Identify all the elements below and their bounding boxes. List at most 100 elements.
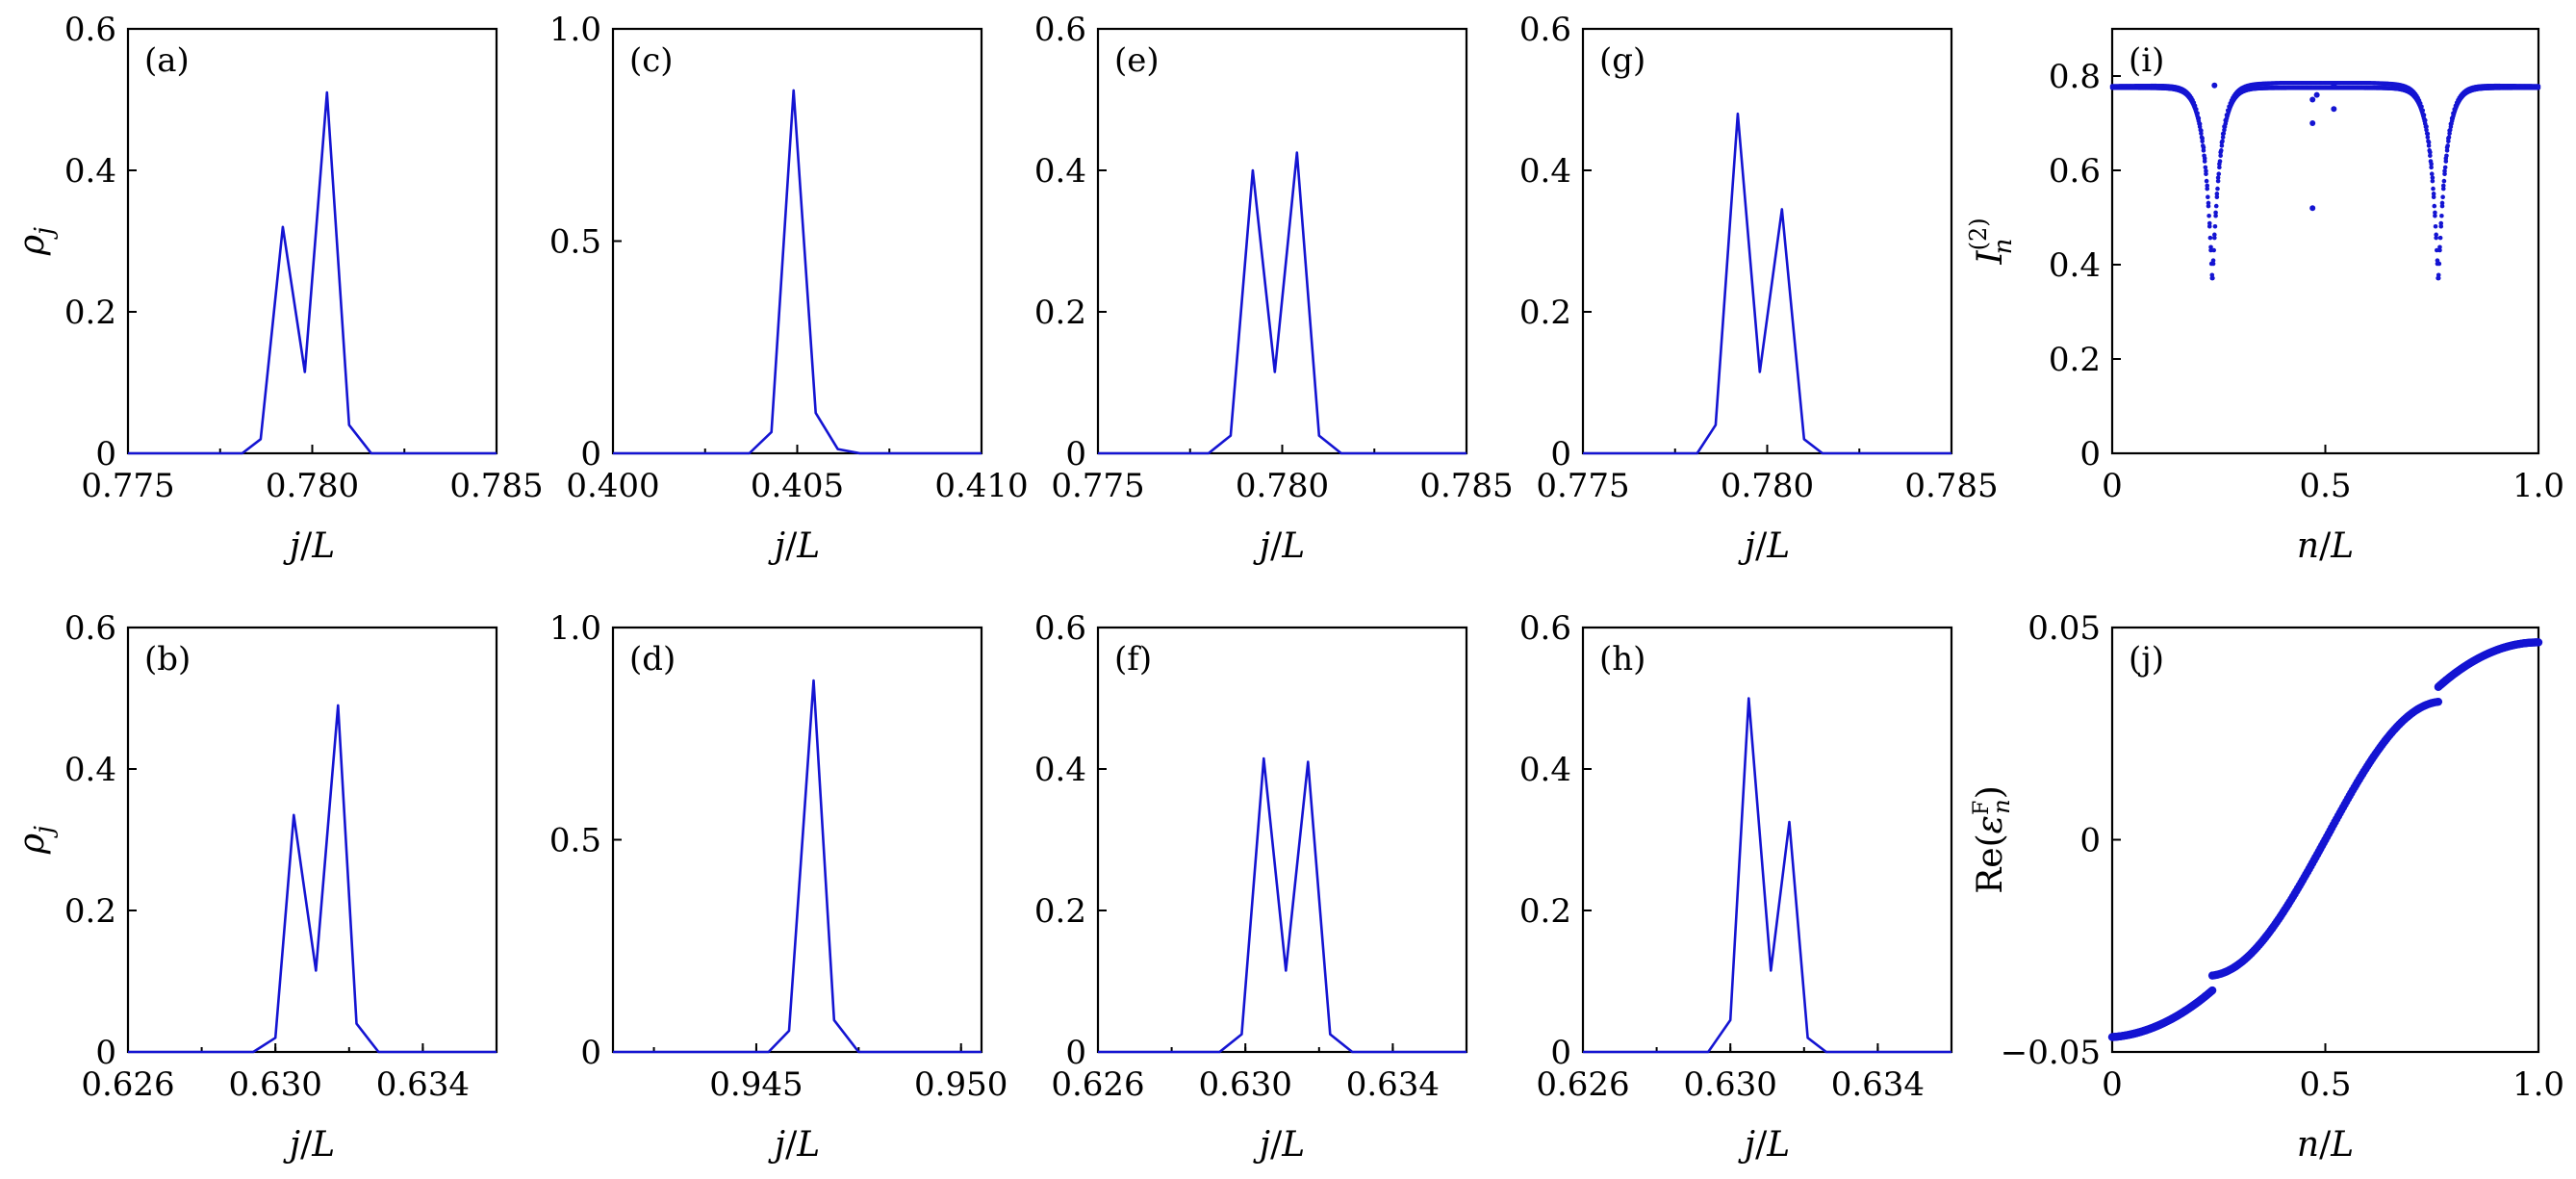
data-point	[2206, 203, 2211, 209]
x-tick-label: 1.0	[2512, 467, 2564, 505]
data-point	[2201, 145, 2206, 150]
y-tick-label: 0.05	[2028, 609, 2101, 648]
y-tick-label: 0.6	[1034, 11, 1086, 49]
x-axis-label: n/L	[2297, 526, 2354, 566]
data-point	[2220, 135, 2226, 140]
data-point	[2206, 223, 2212, 229]
data-point	[2438, 220, 2444, 226]
data-point	[2433, 213, 2437, 218]
density-line	[1098, 151, 1467, 455]
data-point	[2437, 235, 2443, 241]
data-point	[2216, 171, 2222, 176]
data-point	[2219, 143, 2225, 148]
data-point	[2212, 235, 2217, 241]
data-point	[2199, 128, 2204, 133]
plot-frame	[611, 626, 983, 1054]
density-line	[128, 90, 497, 455]
outlier-point	[2313, 91, 2320, 98]
data-point	[2434, 232, 2438, 238]
data-point	[2206, 213, 2211, 218]
data-point	[2433, 210, 2437, 216]
x-tick-label: 0.785	[1419, 467, 1513, 505]
data-point	[2196, 115, 2202, 121]
x-tick-label: 0.775	[81, 467, 174, 505]
y-tick-label: 1.0	[549, 609, 601, 648]
x-axis-label: n/L	[2297, 1125, 2354, 1165]
x-tick-label: 0.5	[2299, 1065, 2351, 1104]
data-point	[2436, 275, 2441, 281]
data-point	[2419, 104, 2424, 110]
density-line	[613, 679, 982, 1054]
panel-tag: (b)	[144, 640, 191, 679]
data-point	[2211, 247, 2216, 253]
data-point	[2435, 247, 2439, 253]
plot-frame	[1096, 626, 1468, 1054]
data-point	[2434, 235, 2438, 241]
x-tick-label: 0.634	[1831, 1065, 1925, 1104]
y-tick-label: 0.6	[1034, 609, 1086, 648]
x-axis-label: j/L	[768, 1125, 820, 1165]
x-tick-label: 0.626	[1536, 1065, 1629, 1104]
data-point	[2218, 148, 2224, 153]
data-point	[2208, 247, 2213, 253]
data-point	[2426, 143, 2432, 148]
y-tick-label: 0	[580, 1034, 601, 1072]
panel-tag: (f)	[1114, 640, 1152, 679]
data-point	[2214, 192, 2220, 196]
panel-d: 0.945 0.950 0 0.5 1.0 (d) j/L	[549, 609, 1007, 1165]
outlier-point	[2309, 205, 2316, 212]
y-tick-label: 0.4	[64, 751, 116, 789]
x-tick-label: 0.945	[709, 1065, 803, 1104]
plot-frame	[1581, 626, 1953, 1054]
y-tick-label: 0.6	[1519, 11, 1571, 49]
density-line	[1583, 697, 1951, 1054]
data-point	[2212, 232, 2217, 238]
data-point	[2425, 135, 2431, 140]
data-point	[2429, 171, 2435, 176]
y-tick-label: 0.6	[64, 11, 116, 49]
data-point	[2439, 200, 2445, 206]
data-point	[2215, 178, 2221, 184]
x-tick-label: 0.634	[376, 1065, 470, 1104]
x-axis-label: j/L	[1738, 1125, 1790, 1165]
y-tick-label: 0.4	[64, 152, 116, 191]
outlier-point	[2331, 106, 2337, 113]
data-point	[2210, 258, 2216, 263]
data-point	[2210, 275, 2215, 281]
data-point	[2437, 247, 2442, 253]
x-axis-label: j/L	[1738, 526, 1790, 566]
y-tick-label: 0.2	[1034, 294, 1086, 332]
data-point	[2214, 194, 2220, 200]
y-axis-label: ρj	[13, 826, 59, 855]
y-tick-label: 1.0	[549, 11, 601, 49]
data-point	[2207, 235, 2213, 241]
data-point	[2197, 121, 2203, 127]
data-point	[2421, 113, 2427, 117]
plot-frame	[126, 27, 498, 455]
data-point	[2440, 183, 2446, 189]
y-tick-label: 0	[1550, 435, 1571, 474]
data-point	[2202, 156, 2207, 161]
panel-tag: (h)	[1599, 640, 1645, 679]
y-tick-label: 0.4	[1034, 751, 1086, 789]
y-tick-label: 0.4	[2049, 246, 2101, 285]
data-point	[2429, 162, 2434, 167]
data-point	[2207, 986, 2217, 995]
data-point	[2436, 261, 2442, 267]
y-tick-label: 0.4	[1519, 751, 1571, 789]
outlier-point	[2331, 82, 2337, 89]
data-point	[2200, 136, 2205, 141]
x-tick-label: 0.630	[1199, 1065, 1292, 1104]
y-tick-label: 0	[95, 1034, 116, 1072]
data-point	[2536, 84, 2541, 89]
y-axis-label: Re(εFn)	[1970, 785, 2015, 894]
y-tick-label: 0	[1065, 1034, 1086, 1072]
data-point	[2428, 149, 2433, 155]
x-tick-label: 0.780	[266, 467, 359, 505]
plot-frame	[611, 27, 983, 455]
y-tick-label: 0	[2079, 435, 2101, 474]
data-point	[2439, 203, 2445, 209]
data-point	[2445, 143, 2451, 148]
panel-tag: (d)	[629, 640, 676, 679]
data-point	[2429, 165, 2434, 170]
